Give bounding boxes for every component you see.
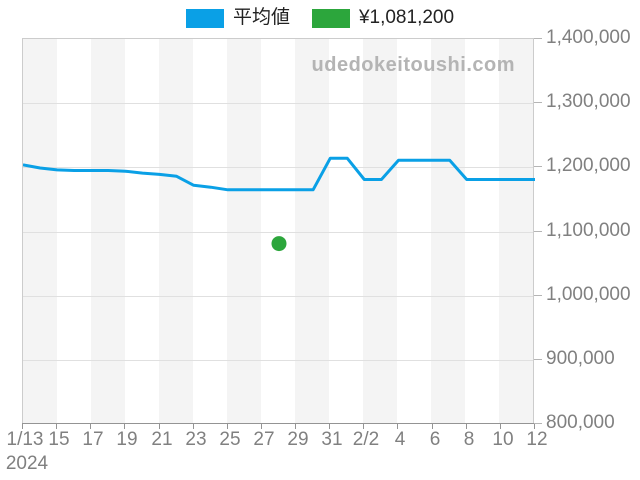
x-axis-tick	[22, 424, 23, 429]
x-axis-tick	[295, 424, 296, 429]
average-price-line	[23, 156, 535, 192]
y-axis-tick	[534, 359, 542, 360]
x-axis-label: 31	[321, 429, 343, 450]
y-axis-label: 1,100,000	[546, 220, 631, 241]
legend-item-average: 平均値	[185, 6, 290, 30]
x-axis-tick	[56, 424, 57, 429]
x-axis-tick	[90, 424, 91, 429]
y-axis-label: 900,000	[546, 348, 615, 369]
x-axis-label: 29	[287, 429, 309, 450]
x-axis-label: 8	[463, 429, 475, 450]
x-axis-tick	[534, 424, 535, 429]
y-gridline	[23, 103, 533, 104]
x-axis-label: 15	[48, 429, 70, 450]
chart-legend: 平均値 ¥1,081,200	[0, 6, 640, 30]
y-axis-label: 800,000	[546, 412, 615, 433]
x-axis-tick	[159, 424, 160, 429]
y-axis-tick	[534, 295, 542, 296]
x-axis-label: 17	[82, 429, 104, 450]
x-axis-tick	[466, 424, 467, 429]
y-axis-label: 1,200,000	[546, 155, 631, 176]
x-axis-tick	[261, 424, 262, 429]
price-point-label: ¥1,081,200	[358, 7, 455, 28]
x-axis-tick	[363, 424, 364, 429]
x-axis-label: 25	[219, 429, 241, 450]
y-axis-tick	[534, 231, 542, 232]
y-axis-tick	[534, 423, 542, 424]
x-axis-line	[22, 423, 534, 424]
y-gridline	[23, 232, 533, 233]
series-layer	[23, 156, 535, 252]
x-axis-label: 4	[394, 429, 406, 450]
y-gridline	[23, 360, 533, 361]
y-axis-label: 1,400,000	[546, 27, 631, 48]
x-axis-tick	[397, 424, 398, 429]
x-axis-label: 6	[429, 429, 441, 450]
y-axis-tick	[534, 102, 542, 103]
x-axis-label: 21	[151, 429, 173, 450]
y-gridline	[23, 296, 533, 297]
price-point-dot	[271, 236, 287, 252]
x-axis-tick	[500, 424, 501, 429]
price-point-swatch	[311, 8, 350, 28]
x-axis-tick	[432, 424, 433, 429]
x-axis-label: 10	[492, 429, 514, 450]
y-axis-tick	[534, 166, 542, 167]
x-axis-label: 27	[253, 429, 275, 450]
x-axis-label: 1/13	[6, 429, 44, 450]
average-series-label: 平均値	[232, 7, 290, 28]
plot-area: udedokeitoushi.com	[22, 38, 535, 423]
y-axis-label: 1,000,000	[546, 284, 631, 305]
x-axis-tick	[124, 424, 125, 429]
x-axis-year-label: 2024	[5, 453, 49, 474]
y-gridline	[23, 167, 533, 168]
x-axis-tick	[227, 424, 228, 429]
x-axis-label: 19	[116, 429, 138, 450]
x-axis-tick	[329, 424, 330, 429]
y-axis-tick	[534, 38, 542, 39]
watermark: udedokeitoushi.com	[311, 54, 515, 76]
average-series-swatch	[185, 8, 224, 28]
x-axis-label: 12	[526, 429, 548, 450]
x-axis-label: 23	[185, 429, 207, 450]
y-axis-label: 1,300,000	[546, 91, 631, 112]
legend-item-price-point: ¥1,081,200	[311, 6, 455, 30]
x-axis-tick	[193, 424, 194, 429]
x-axis-label: 2/2	[352, 429, 380, 450]
